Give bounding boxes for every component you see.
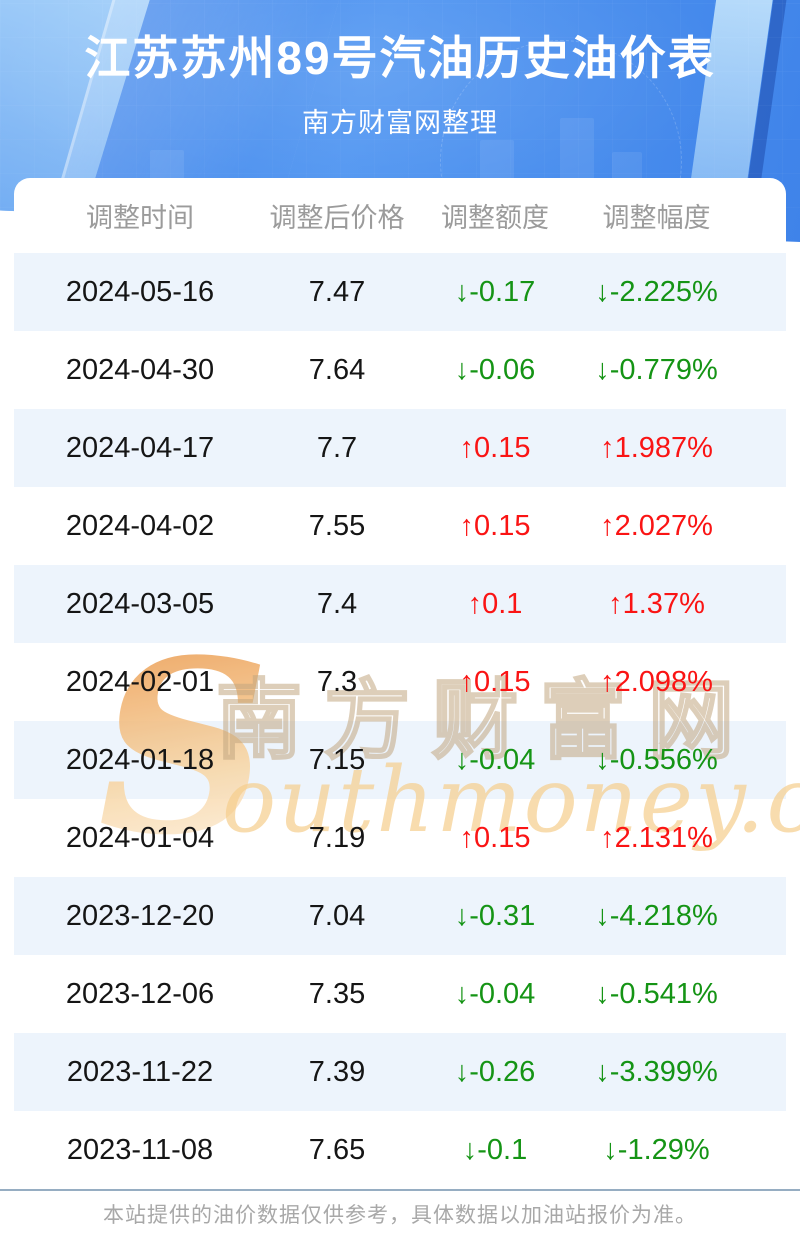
cell-change: ↓-0.04	[454, 743, 536, 776]
price-table-card: 调整时间 调整后价格 调整额度 调整幅度 2024-05-16 7.47 ↓-0…	[14, 178, 800, 1189]
cell-change: ↑0.15	[459, 431, 531, 464]
cell-rate: ↓-4.218%	[595, 899, 718, 932]
page-title: 江苏苏州89号汽油历史油价表	[84, 32, 716, 84]
cell-date: 2024-04-30	[65, 353, 215, 386]
cell-price: 7.4	[316, 587, 358, 620]
table-row: 2023-12-20 7.04 ↓-0.31 ↓-4.218%	[14, 877, 786, 955]
table-row: 2024-04-30 7.64 ↓-0.06 ↓-0.779%	[14, 331, 786, 409]
footer: 本站提供的油价数据仅供参考，具体数据以加油站报价为准。	[0, 1189, 800, 1237]
cell-change: ↑0.1	[467, 587, 523, 620]
cell-date: 2024-05-16	[65, 275, 215, 308]
cell-price: 7.55	[308, 509, 366, 542]
cell-rate: ↑1.37%	[608, 587, 705, 620]
table-row: 2023-12-06 7.35 ↓-0.04 ↓-0.541%	[14, 955, 786, 1033]
table-row: 2023-11-22 7.39 ↓-0.26 ↓-3.399%	[14, 1033, 786, 1111]
footer-note: 本站提供的油价数据仅供参考，具体数据以加油站报价为准。	[103, 1204, 697, 1227]
cell-change: ↓-0.26	[454, 1055, 536, 1088]
cell-price: 7.39	[308, 1055, 366, 1088]
cell-date: 2023-11-22	[66, 1055, 214, 1088]
cell-rate: ↑2.027%	[600, 509, 713, 542]
column-header-change: 调整额度	[441, 203, 549, 233]
table-body: 2024-05-16 7.47 ↓-0.17 ↓-2.225% 2024-04-…	[14, 253, 786, 1189]
cell-date: 2023-12-20	[65, 899, 215, 932]
cell-change: ↑0.15	[459, 821, 531, 854]
cell-date: 2024-01-18	[65, 743, 215, 776]
table-row: 2024-05-16 7.47 ↓-0.17 ↓-2.225%	[14, 253, 786, 331]
cell-price: 7.19	[308, 821, 366, 854]
cell-price: 7.7	[316, 431, 358, 464]
cell-price: 7.47	[308, 275, 366, 308]
cell-price: 7.64	[308, 353, 366, 386]
cell-date: 2023-11-08	[66, 1133, 214, 1166]
cell-rate: ↑2.098%	[600, 665, 713, 698]
cell-change: ↑0.15	[459, 665, 531, 698]
cell-price: 7.15	[308, 743, 366, 776]
cell-rate: ↓-2.225%	[595, 275, 718, 308]
cell-date: 2024-04-17	[65, 431, 215, 464]
cell-price: 7.65	[308, 1133, 366, 1166]
table-row: 2024-01-04 7.19 ↑0.15 ↑2.131%	[14, 799, 786, 877]
table-row: 2024-04-02 7.55 ↑0.15 ↑2.027%	[14, 487, 786, 565]
cell-date: 2024-02-01	[65, 665, 215, 698]
cell-rate: ↓-1.29%	[603, 1133, 710, 1166]
cell-date: 2024-03-05	[65, 587, 215, 620]
table-row: 2024-01-18 7.15 ↓-0.04 ↓-0.556%	[14, 721, 786, 799]
cell-price: 7.3	[316, 665, 358, 698]
cell-change: ↓-0.17	[454, 275, 536, 308]
table-row: 2023-11-08 7.65 ↓-0.1 ↓-1.29%	[14, 1111, 786, 1189]
cell-date: 2024-01-04	[65, 821, 215, 854]
cell-change: ↓-0.06	[454, 353, 536, 386]
table-row: 2024-03-05 7.4 ↑0.1 ↑1.37%	[14, 565, 786, 643]
cell-change: ↓-0.31	[454, 899, 536, 932]
page-subtitle: 南方财富网整理	[302, 108, 498, 138]
cell-date: 2023-12-06	[65, 977, 215, 1010]
table-row: 2024-04-17 7.7 ↑0.15 ↑1.987%	[14, 409, 786, 487]
cell-rate: ↑1.987%	[600, 431, 713, 464]
column-header-price: 调整后价格	[269, 203, 405, 233]
cell-change: ↑0.15	[459, 509, 531, 542]
cell-price: 7.35	[308, 977, 366, 1010]
cell-price: 7.04	[308, 899, 366, 932]
column-header-rate: 调整幅度	[602, 203, 711, 233]
cell-date: 2024-04-02	[65, 509, 215, 542]
cell-rate: ↓-0.556%	[595, 743, 718, 776]
table-header-row: 调整时间 调整后价格 调整额度 调整幅度	[14, 178, 786, 253]
cell-change: ↓-0.04	[454, 977, 536, 1010]
cell-rate: ↓-0.779%	[595, 353, 718, 386]
cell-rate: ↑2.131%	[600, 821, 713, 854]
column-header-time: 调整时间	[86, 203, 194, 233]
cell-change: ↓-0.1	[462, 1133, 528, 1166]
table-row: 2024-02-01 7.3 ↑0.15 ↑2.098%	[14, 643, 786, 721]
cell-rate: ↓-0.541%	[595, 977, 718, 1010]
cell-rate: ↓-3.399%	[595, 1055, 718, 1088]
